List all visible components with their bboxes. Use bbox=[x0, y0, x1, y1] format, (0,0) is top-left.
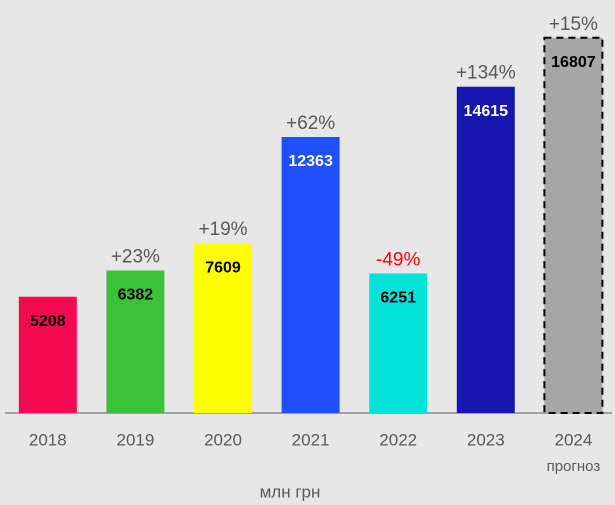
value-label: 14615 bbox=[464, 103, 509, 120]
x-tick-note: прогноз bbox=[547, 458, 601, 475]
x-tick-label: 2019 bbox=[116, 430, 154, 449]
growth-label: +23% bbox=[111, 247, 160, 268]
growth-label: -49% bbox=[376, 249, 420, 270]
growth-label: +134% bbox=[456, 63, 516, 84]
x-tick-label: 2021 bbox=[292, 430, 330, 449]
bar bbox=[543, 36, 604, 415]
value-label: 12363 bbox=[288, 153, 333, 170]
bar bbox=[106, 270, 165, 413]
bar bbox=[194, 243, 252, 413]
bar bbox=[369, 273, 428, 413]
value-label: 7609 bbox=[205, 259, 241, 276]
x-axis-label: млн грн bbox=[260, 482, 321, 501]
x-tick-label: 2024 bbox=[554, 430, 592, 449]
value-label: 6251 bbox=[380, 290, 416, 307]
growth-label: +19% bbox=[198, 219, 247, 240]
x-tick-label: 2022 bbox=[379, 430, 417, 449]
growth-label: +62% bbox=[286, 113, 335, 134]
bar bbox=[18, 296, 77, 413]
x-tick-label: 2023 bbox=[467, 430, 505, 449]
bar bbox=[281, 137, 340, 413]
value-label: 16807 bbox=[551, 54, 596, 71]
growth-label: +15% bbox=[549, 14, 598, 35]
bar bbox=[456, 86, 515, 413]
x-tick-label: 2018 bbox=[29, 430, 67, 449]
x-tick-label: 2020 bbox=[204, 430, 242, 449]
value-label: 6382 bbox=[118, 287, 154, 304]
value-label: 5208 bbox=[30, 313, 66, 330]
